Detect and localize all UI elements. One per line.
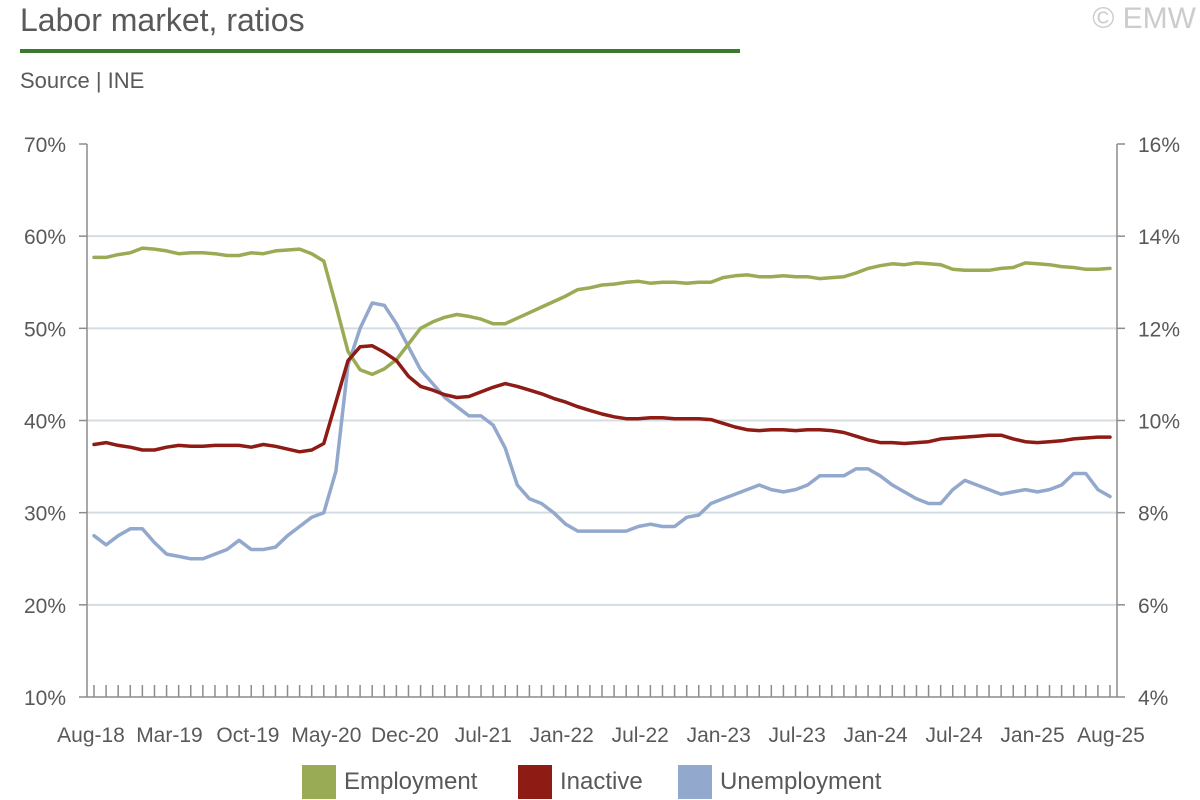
x-axis-tick-label: Jul-22 [612, 724, 669, 747]
tick-labels: 10% 20% 30% 40% 50% 60% 70% 4% 6% 8% 10% 12% 14% 16% A… [24, 134, 1180, 747]
legend: Employment Inactive Unemployment [0, 764, 1200, 800]
copyright-watermark: © EMW [1092, 2, 1196, 35]
legend-swatch [518, 765, 552, 799]
series-line-employment [92, 246, 1112, 377]
axes [79, 143, 1125, 698]
x-axis-tick-label: Jan-24 [844, 724, 909, 747]
x-axis-tick-label: Jul-21 [455, 724, 512, 747]
x-axis-tick-label: Jan-23 [687, 724, 751, 747]
x-axis-tick-label: May-20 [291, 724, 361, 747]
legend-label: Unemployment [720, 768, 882, 795]
source-note: Source | INE [20, 68, 145, 93]
series-line-unemployment [92, 301, 1112, 561]
right-axis-tick-label: 14% [1138, 226, 1180, 249]
right-axis-tick-label: 4% [1138, 687, 1168, 710]
right-axis-tick-label: 16% [1138, 134, 1180, 157]
right-axis-tick-label: 8% [1138, 503, 1168, 526]
x-axis-tick-label: Mar-19 [136, 724, 203, 747]
legend-item-inactive: Inactive [518, 764, 643, 800]
left-axis-tick-label: 20% [24, 595, 66, 618]
x-axis-tick-label: Jul-24 [925, 724, 983, 747]
right-axis-tick-label: 10% [1138, 411, 1180, 434]
x-axis-tick-label: Jul-23 [769, 724, 826, 747]
legend-item-unemployment: Unemployment [678, 764, 881, 800]
chart-title: Labor market, ratios [20, 2, 305, 38]
left-axis-tick-label: 50% [24, 318, 66, 341]
legend-label: Employment [344, 768, 478, 795]
legend-swatch [678, 765, 712, 799]
x-axis-tick-label: Aug-25 [1077, 724, 1145, 747]
title-underline [20, 49, 740, 53]
left-axis-tick-label: 60% [24, 226, 66, 249]
legend-label: Inactive [560, 768, 643, 795]
x-axis-tick-label: Jan-25 [1000, 724, 1064, 747]
right-axis-tick-label: 12% [1138, 318, 1180, 341]
x-axis-tick-label: Jan-22 [530, 724, 594, 747]
legend-swatch [302, 765, 336, 799]
left-axis-tick-label: 70% [24, 134, 66, 157]
x-axis-tick-label: Dec-20 [371, 724, 439, 747]
x-axis-tick-label: Aug-18 [57, 724, 125, 747]
left-axis-tick-label: 40% [24, 411, 66, 434]
series-line-inactive [92, 344, 1112, 454]
gridlines [87, 235, 1117, 606]
right-axis-tick-label: 6% [1138, 595, 1168, 618]
series-lines [92, 246, 1112, 561]
left-axis-tick-label: 10% [24, 687, 66, 710]
legend-item-employment: Employment [302, 764, 477, 800]
left-axis-tick-label: 30% [24, 503, 66, 526]
x-axis-tick-label: Oct-19 [216, 724, 279, 747]
